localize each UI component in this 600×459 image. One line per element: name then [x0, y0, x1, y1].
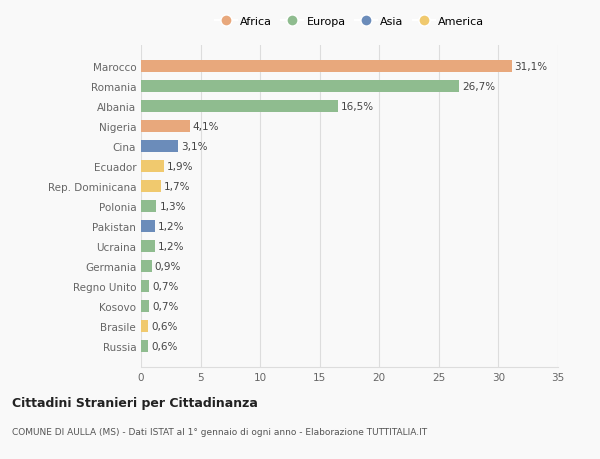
Bar — [141, 300, 149, 313]
Text: COMUNE DI AULLA (MS) - Dati ISTAT al 1° gennaio di ogni anno - Elaborazione TUTT: COMUNE DI AULLA (MS) - Dati ISTAT al 1° … — [12, 427, 427, 436]
Bar — [141, 260, 152, 273]
Text: 1,2%: 1,2% — [158, 222, 185, 231]
Text: 1,3%: 1,3% — [160, 202, 186, 212]
Text: Cittadini Stranieri per Cittadinanza: Cittadini Stranieri per Cittadinanza — [12, 396, 258, 409]
Text: 0,7%: 0,7% — [152, 302, 179, 312]
Text: 0,6%: 0,6% — [151, 321, 178, 331]
Text: 31,1%: 31,1% — [515, 62, 548, 72]
Bar — [141, 241, 155, 253]
Bar — [141, 201, 157, 213]
Text: 0,6%: 0,6% — [151, 341, 178, 352]
Text: 4,1%: 4,1% — [193, 122, 220, 132]
Bar — [141, 220, 155, 233]
Text: 1,9%: 1,9% — [167, 162, 193, 172]
Bar — [141, 61, 512, 73]
Text: 0,9%: 0,9% — [155, 262, 181, 271]
Text: 3,1%: 3,1% — [181, 142, 208, 151]
Bar — [141, 80, 459, 93]
Text: 1,7%: 1,7% — [164, 182, 191, 191]
Bar — [141, 140, 178, 153]
Text: 26,7%: 26,7% — [462, 82, 495, 92]
Bar — [141, 180, 161, 193]
Bar — [141, 320, 148, 333]
Bar — [141, 101, 338, 113]
Text: 1,2%: 1,2% — [158, 241, 185, 252]
Text: 16,5%: 16,5% — [341, 101, 374, 112]
Text: 0,7%: 0,7% — [152, 281, 179, 291]
Bar — [141, 160, 164, 173]
Legend: Africa, Europa, Asia, America: Africa, Europa, Asia, America — [210, 13, 489, 32]
Bar — [141, 340, 148, 353]
Bar — [141, 120, 190, 133]
Bar — [141, 280, 149, 293]
